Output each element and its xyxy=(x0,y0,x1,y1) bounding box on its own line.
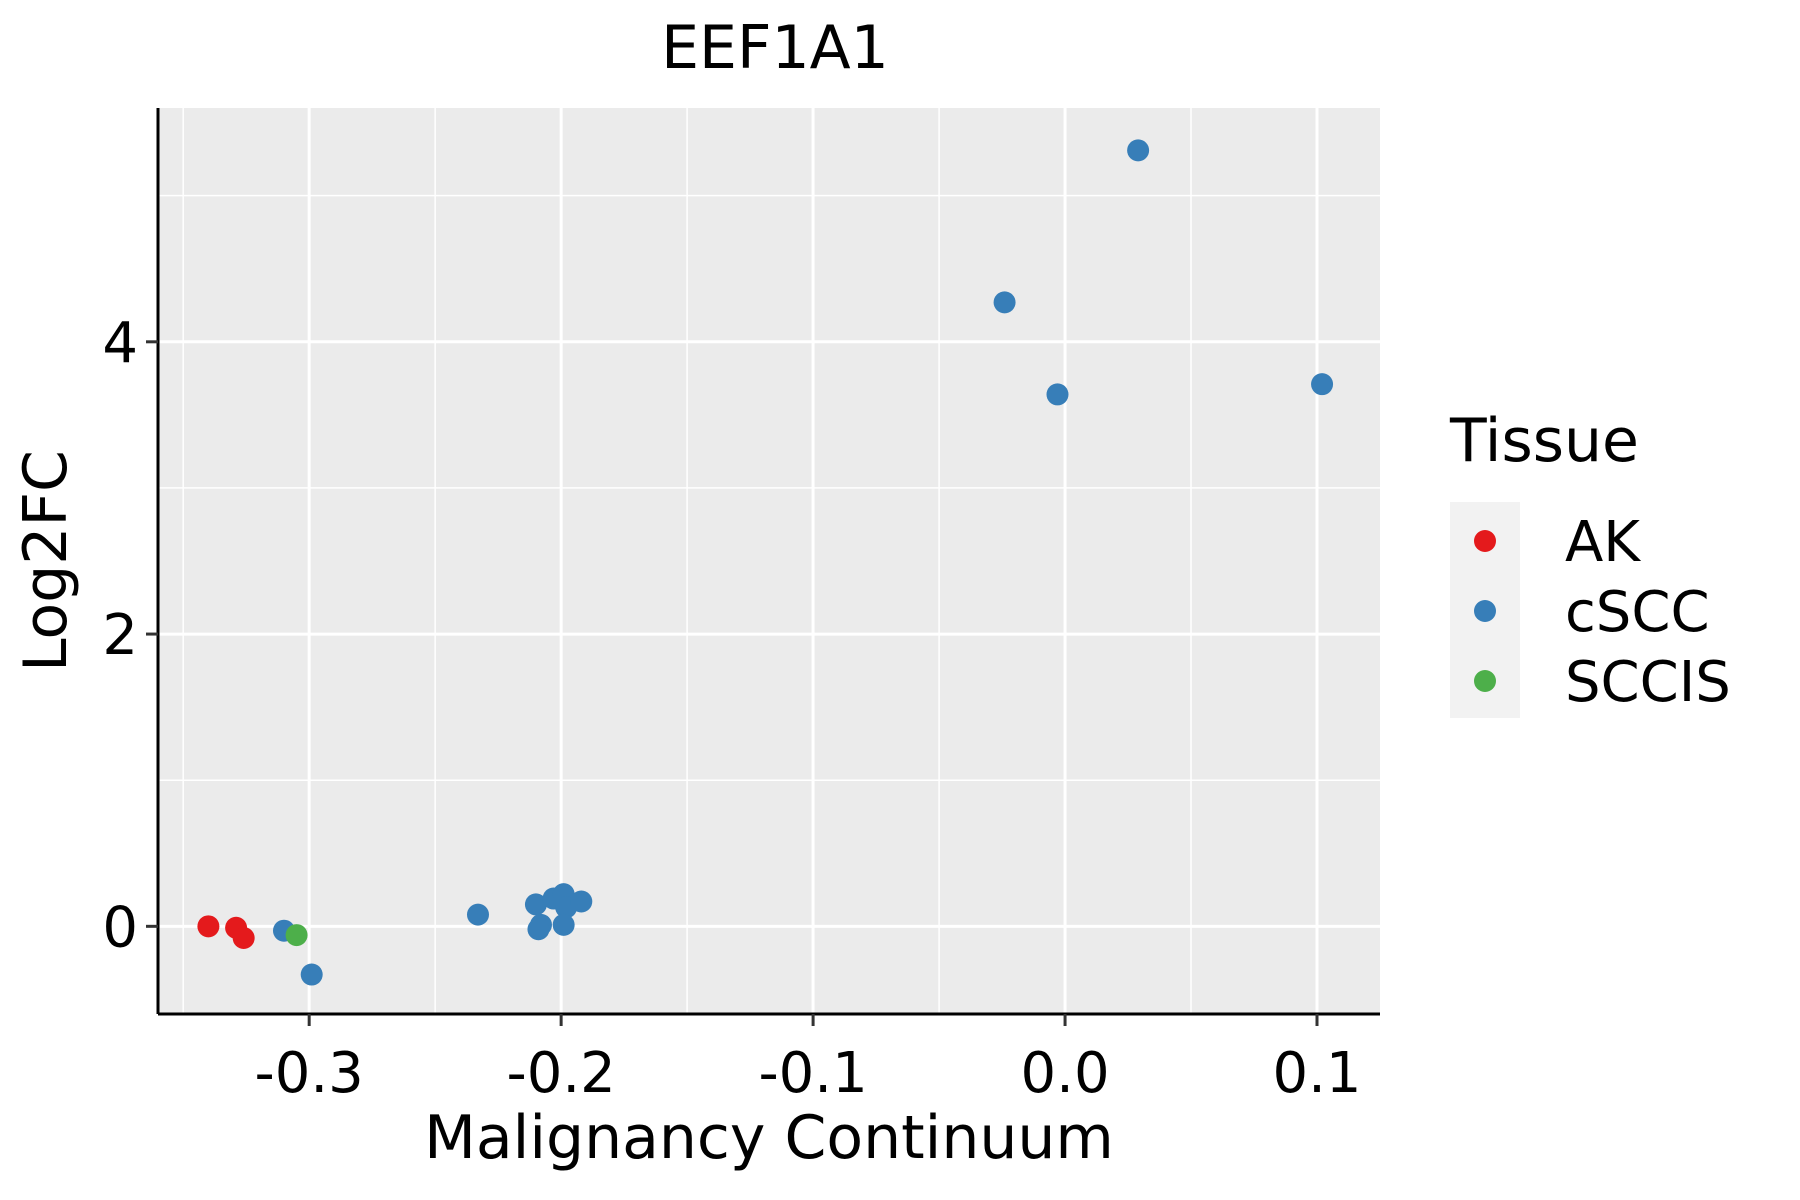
point-cscc xyxy=(524,893,547,916)
x-axis-title: Malignancy Continuum xyxy=(424,1103,1114,1173)
plot-panel xyxy=(158,108,1380,1014)
x-tick-label: 0.0 xyxy=(1021,1041,1110,1106)
point-cscc xyxy=(993,291,1016,314)
legend-key-sccis xyxy=(1474,670,1496,692)
point-ak xyxy=(197,915,220,938)
grid-major xyxy=(158,108,1380,1014)
legend-key-ak xyxy=(1474,530,1496,552)
y-tick-label: 0 xyxy=(102,895,138,960)
y-axis-ticks: 0 2 4 xyxy=(102,311,158,960)
point-cscc xyxy=(570,890,593,913)
legend-label-ak: AK xyxy=(1565,510,1641,575)
legend-label-cscc: cSCC xyxy=(1565,580,1710,645)
legend-title: Tissue xyxy=(1449,406,1639,476)
point-cscc xyxy=(1127,139,1150,162)
x-tick-label: -0.3 xyxy=(255,1041,364,1106)
chart-title: EEF1A1 xyxy=(661,13,889,83)
point-cscc xyxy=(300,963,323,986)
y-tick-label: 4 xyxy=(102,311,138,376)
point-cscc xyxy=(1311,373,1334,396)
y-axis-title: Log2FC xyxy=(11,450,81,672)
x-tick-label: -0.2 xyxy=(507,1041,616,1106)
x-axis-ticks: -0.3 -0.2 -0.1 0.0 0.1 xyxy=(255,1014,1362,1106)
point-cscc xyxy=(466,903,489,926)
point-cscc xyxy=(527,918,550,941)
data-points xyxy=(197,139,1334,986)
point-cscc xyxy=(1046,383,1069,406)
y-tick-label: 2 xyxy=(102,603,138,668)
legend-key-cscc xyxy=(1474,600,1496,622)
x-tick-label: -0.1 xyxy=(758,1041,867,1106)
x-tick-label: 0.1 xyxy=(1272,1041,1361,1106)
legend-label-sccis: SCCIS xyxy=(1565,650,1731,715)
point-sccis xyxy=(285,924,308,947)
grid-minor xyxy=(158,108,1380,1014)
point-cscc xyxy=(552,913,575,936)
point-ak xyxy=(232,927,255,950)
